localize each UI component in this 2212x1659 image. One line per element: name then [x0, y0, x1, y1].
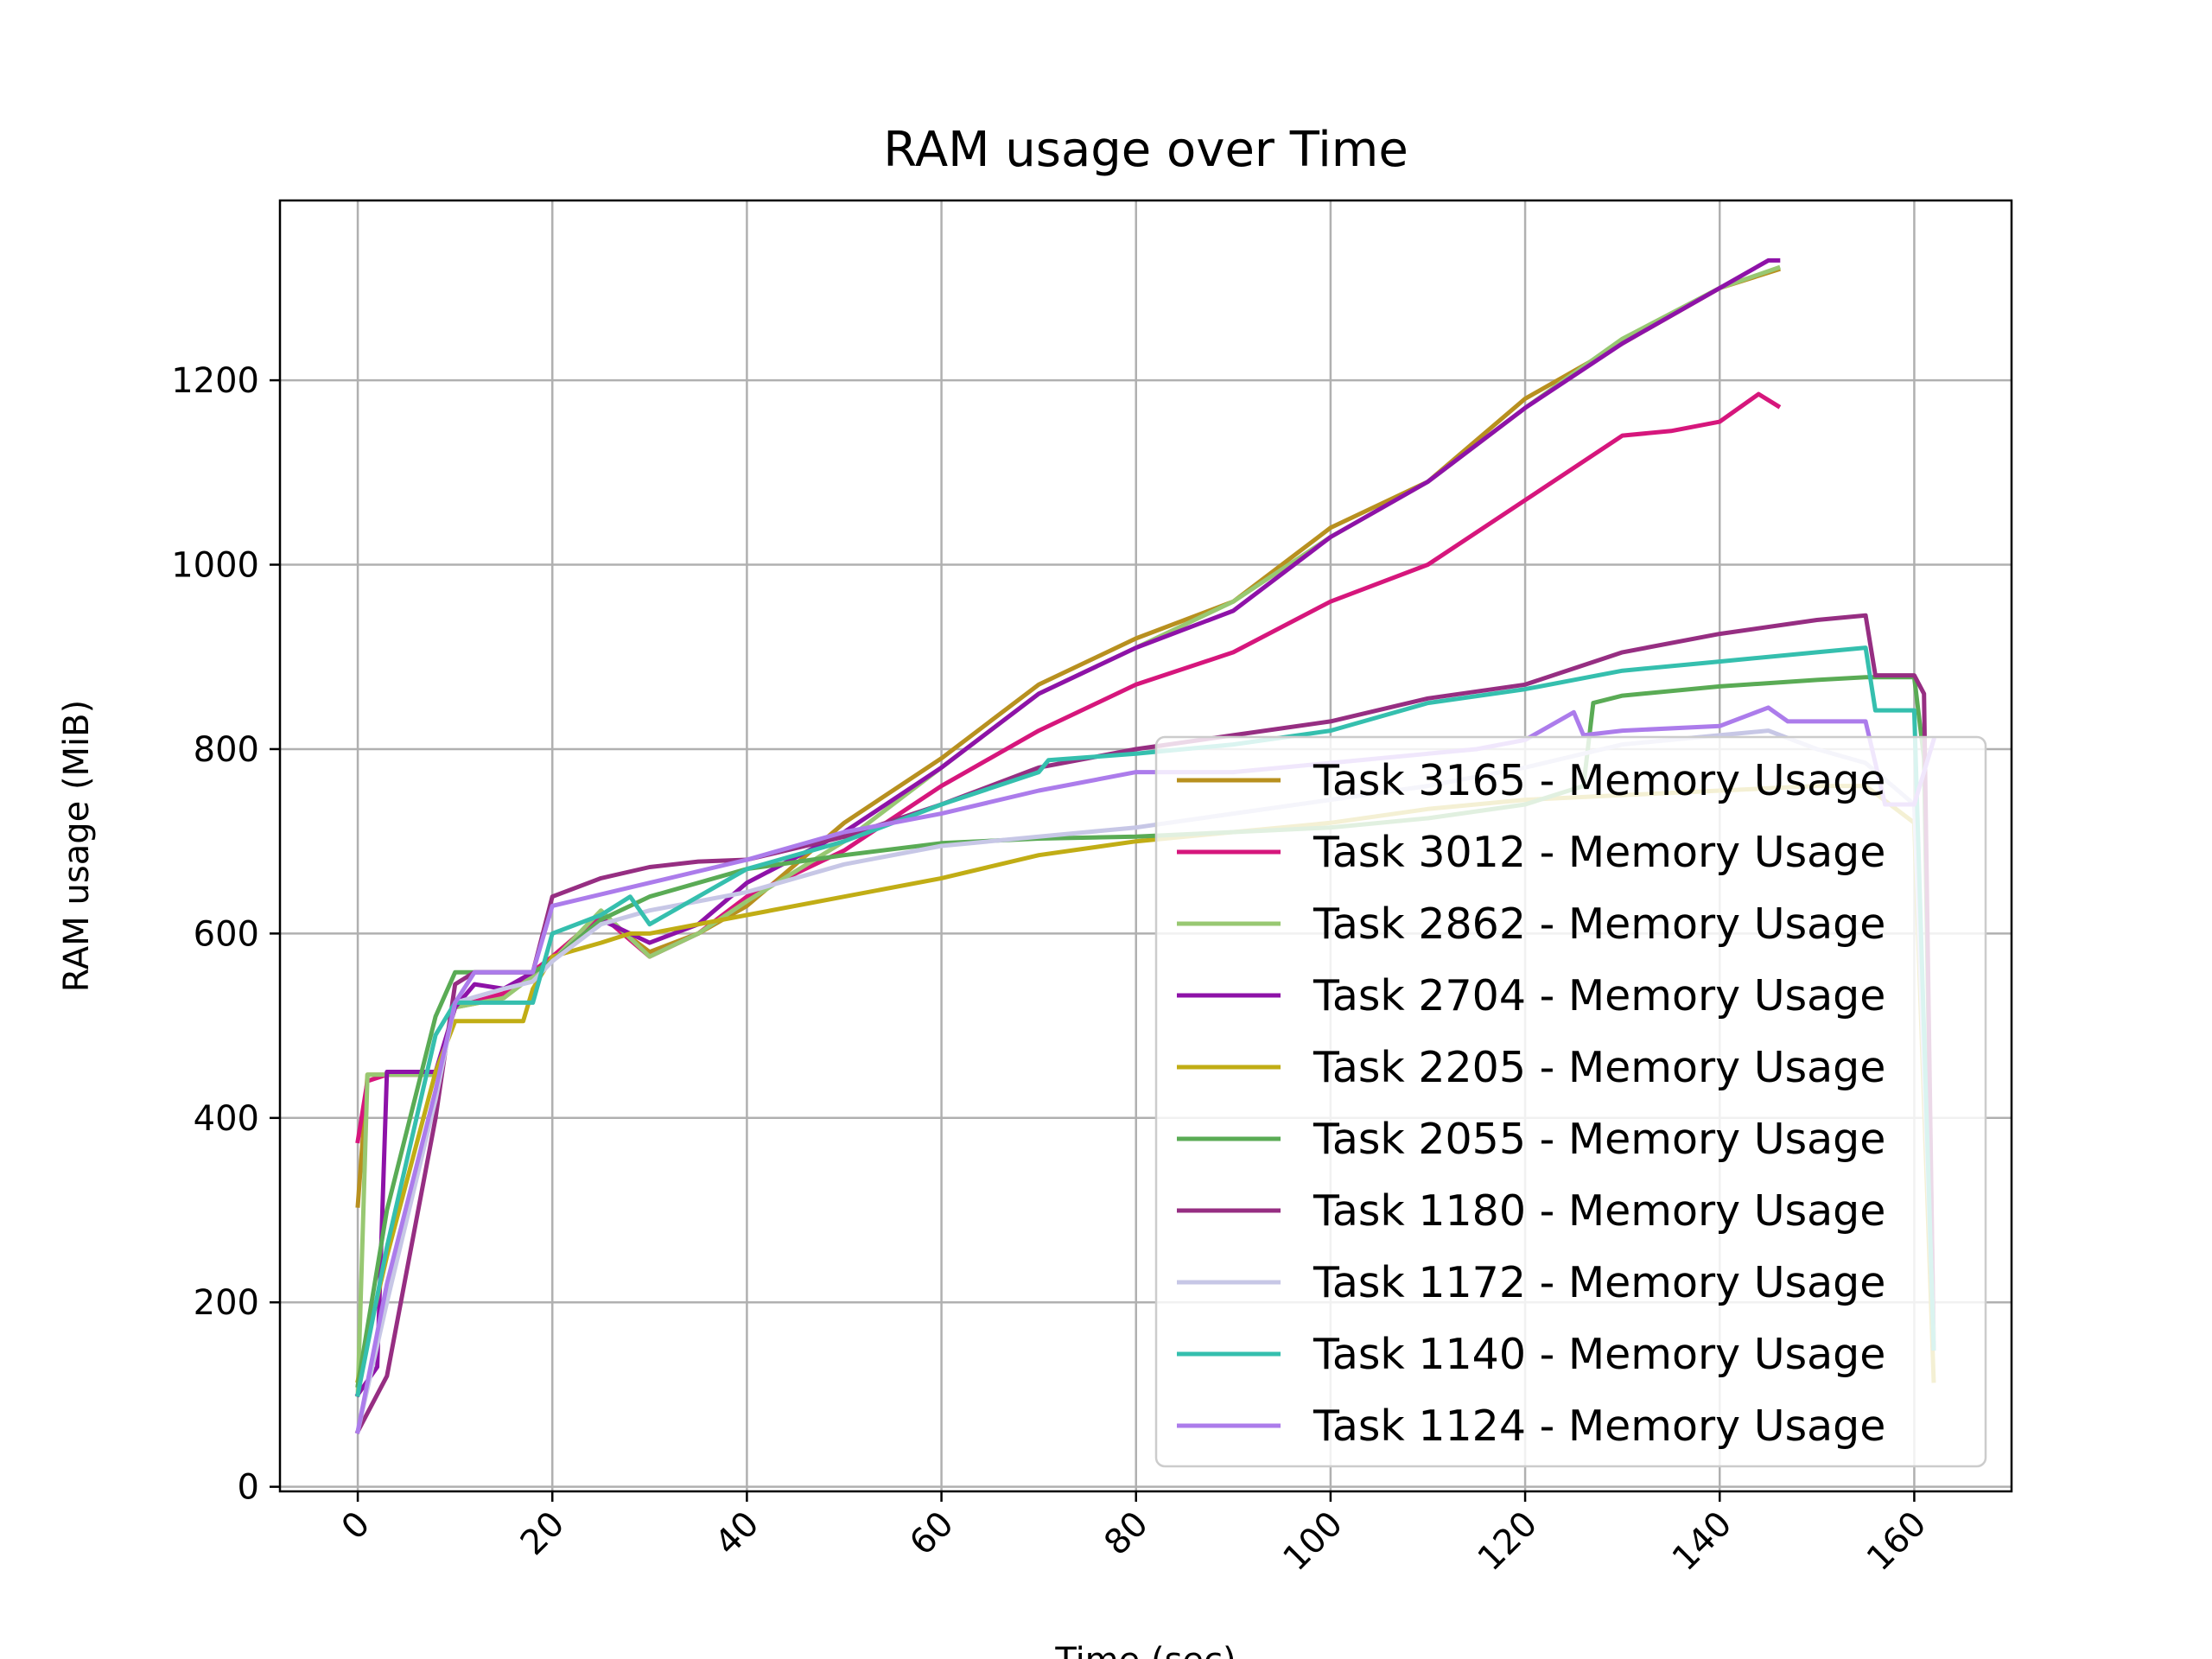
- y-tick-label: 800: [194, 730, 259, 770]
- y-axis-label: RAM usage (MiB): [57, 700, 97, 992]
- series-line-7: [355, 728, 1936, 1434]
- series-lines: [354, 257, 1937, 1434]
- legend-label-5: Task 2055 - Memory Usage: [1313, 1115, 1885, 1164]
- legend-box: [1154, 735, 1987, 1468]
- y-tick-label: 600: [194, 914, 259, 954]
- y-axis-ticks: 0 200 400 600 800 1000 1200: [171, 361, 280, 1508]
- y-tick-label: 200: [194, 1283, 259, 1323]
- legend-label-9: Task 1124 - Memory Usage: [1313, 1402, 1885, 1451]
- y-tick-label: 400: [194, 1099, 259, 1139]
- plot-frame: [278, 199, 2013, 1493]
- legend-label-8: Task 1140 - Memory Usage: [1313, 1330, 1885, 1379]
- legend-label-3: Task 2704 - Memory Usage: [1313, 971, 1885, 1020]
- y-tick-label: 0: [238, 1468, 259, 1508]
- legend-label-6: Task 1180 - Memory Usage: [1313, 1186, 1885, 1236]
- legend-label-2: Task 2862 - Memory Usage: [1313, 899, 1885, 949]
- legend-label-4: Task 2205 - Memory Usage: [1313, 1043, 1885, 1092]
- y-tick-label: 1200: [171, 361, 259, 401]
- x-axis-label: Time (sec): [1054, 1641, 1236, 1659]
- legend-label-1: Task 3012 - Memory Usage: [1313, 828, 1885, 877]
- legend: Task 3165 - Memory Usage Task 3012 - Memo…: [1154, 735, 1987, 1468]
- legend-label-7: Task 1172 - Memory Usage: [1313, 1258, 1885, 1307]
- legend-label-0: Task 3165 - Memory Usage: [1313, 756, 1885, 805]
- chart-title: RAM usage over Time: [883, 122, 1408, 178]
- y-tick-label: 1000: [171, 546, 259, 586]
- series-line-8: [355, 645, 1936, 1397]
